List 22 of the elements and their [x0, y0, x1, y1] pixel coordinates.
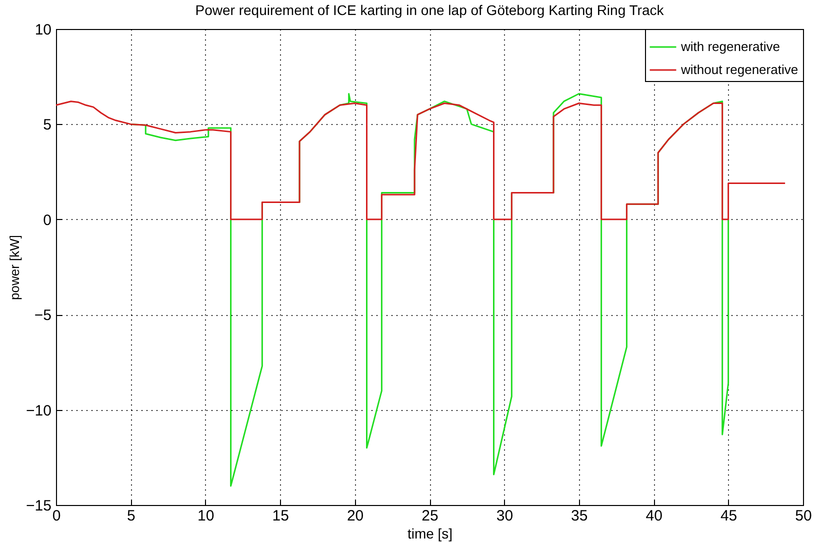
x-tick-label: 25	[422, 508, 438, 524]
x-tick-label: 20	[346, 508, 364, 524]
x-tick-label: 10	[198, 508, 214, 524]
x-tick-label: 5	[127, 508, 136, 524]
x-tick-label: 35	[571, 508, 588, 524]
legend-label: without regenerative	[680, 62, 798, 77]
x-tick-label: 45	[720, 508, 738, 524]
y-tick-label: 10	[34, 22, 52, 38]
legend-label: with regenerative	[680, 39, 780, 54]
x-tick-label: 30	[496, 508, 514, 524]
x-tick-label: 15	[272, 508, 289, 524]
line-series	[55, 100, 786, 220]
chart-title: Power requirement of ICE karting in one lap of Göteborg Karting Ring Track	[195, 2, 665, 18]
y-tick-label: −10	[26, 402, 52, 420]
y-tick-label: −15	[26, 498, 52, 514]
x-axis-title: time [s]	[407, 526, 453, 542]
y-tick-label: 0	[43, 212, 52, 229]
y-axis-title: power [kW]	[7, 234, 22, 300]
y-tick-label: 5	[43, 116, 52, 134]
y-tick-label: −5	[34, 307, 52, 324]
x-tick-label: 40	[646, 508, 662, 524]
x-tick-label: 50	[795, 508, 812, 524]
